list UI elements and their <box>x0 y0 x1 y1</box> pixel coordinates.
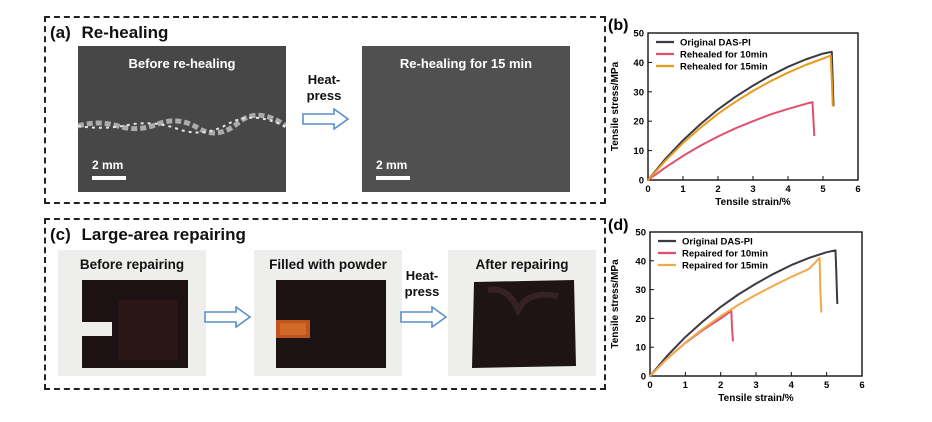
legend-label-3: Repaired for 15min <box>682 261 768 272</box>
chart-panel-d: (d) 0 1 2 3 4 5 6 0 10 20 30 40 50 Tensile strain/% Ten… <box>608 217 865 404</box>
right-arrow-icon <box>204 306 252 328</box>
legend-label-2: Rehealed for 10min <box>680 50 768 61</box>
film-with-powder-icon <box>276 280 386 368</box>
x-tick-label: 0 <box>645 184 650 195</box>
right-arrow-icon <box>400 306 448 328</box>
sem-after-label: Re-healing for 15 min <box>399 56 533 71</box>
photo1-label: Before repairing <box>79 257 185 272</box>
series-line-1 <box>649 249 839 377</box>
y-tick-label: 40 <box>633 58 644 69</box>
scale-bar-right <box>376 176 410 180</box>
x-tick-label: 3 <box>750 184 755 195</box>
sem-after-rehealing: Re-healing for 15 min 2 mm <box>362 46 570 192</box>
photo2-label: Filled with powder <box>269 257 387 272</box>
legend-label-1: Original DAS-PI <box>680 38 751 49</box>
chart-panel-letter: (b) <box>608 17 628 34</box>
y-tick-label: 10 <box>635 343 646 354</box>
x-tick-label: 5 <box>824 380 830 391</box>
series-line-3 <box>649 256 823 377</box>
scale-bar-left <box>92 176 126 180</box>
series-line-2 <box>649 309 734 377</box>
photo-before-repairing: Before repairing <box>58 250 206 376</box>
y-tick-label: 50 <box>633 29 644 40</box>
legend-label-1: Original DAS-PI <box>682 237 753 248</box>
legend-label-2: Repaired for 10min <box>682 249 768 260</box>
scale-label-left: 2 mm <box>92 158 124 172</box>
photo3-label: After repairing <box>475 257 569 272</box>
panel-c-arrow-line1: Heat- <box>405 268 439 283</box>
chart-panel-letter: (d) <box>608 217 628 234</box>
x-tick-label: 6 <box>855 184 860 195</box>
x-tick-label: 1 <box>683 380 689 391</box>
x-tick-label: 2 <box>718 380 723 391</box>
photo-filled-with-powder: Filled with powder <box>254 250 402 376</box>
panel-c-title: (c) Large-area repairing <box>50 226 246 243</box>
panel-a-arrow-text: Heat- press <box>302 72 346 104</box>
series-line-1 <box>647 50 835 181</box>
repaired-film-icon <box>472 280 576 368</box>
y-axis-label: Tensile stress/MPa <box>610 61 621 151</box>
series-line-3 <box>647 54 834 181</box>
x-tick-label: 0 <box>647 380 652 391</box>
photo-after-repairing: After repairing <box>448 250 596 376</box>
y-tick-label: 50 <box>635 228 646 239</box>
x-tick-label: 1 <box>680 184 686 195</box>
right-arrow-icon <box>302 108 350 130</box>
panel-a-arrow-line1: Heat- <box>307 72 341 87</box>
x-tick-label: 4 <box>785 184 791 195</box>
panel-c-arrow-line2: press <box>404 284 440 299</box>
y-tick-label: 0 <box>641 372 646 383</box>
sem-before-label: Before re-healing <box>128 56 236 71</box>
y-tick-label: 0 <box>639 176 644 187</box>
chart-panel-b: (b) 0 1 2 3 4 5 6 0 10 20 30 40 50 Tensile strain/% Ten… <box>608 17 861 208</box>
panel-c-title-text: Large-area repairing <box>81 225 246 244</box>
legend-label-3: Rehealed for 15min <box>680 62 768 73</box>
film-with-notch-icon <box>82 280 188 368</box>
x-tick-label: 6 <box>859 380 864 391</box>
x-tick-label: 3 <box>753 380 758 391</box>
scale-label-right: 2 mm <box>376 158 408 172</box>
x-axis-label: Tensile strain/% <box>715 197 791 208</box>
x-tick-label: 5 <box>820 184 826 195</box>
x-axis-label: Tensile strain/% <box>718 393 794 404</box>
panel-c-arrow-text: Heat- press <box>400 268 444 300</box>
crack-icon <box>78 112 286 136</box>
x-tick-label: 2 <box>715 184 720 195</box>
y-tick-label: 30 <box>635 285 646 296</box>
x-tick-label: 4 <box>789 380 795 391</box>
y-tick-label: 30 <box>633 87 644 98</box>
y-tick-label: 10 <box>633 146 644 157</box>
panel-a-letter: (a) <box>50 23 71 42</box>
panel-c-frame <box>44 218 606 390</box>
panel-a-title-text: Re-healing <box>81 23 169 42</box>
panel-a-title: (a) Re-healing <box>50 24 168 41</box>
panel-a-frame <box>44 16 606 204</box>
panel-a-arrow-line2: press <box>306 88 342 103</box>
y-axis-label: Tensile stress/MPa <box>610 259 621 349</box>
y-tick-label: 20 <box>635 314 646 325</box>
panel-c-letter: (c) <box>50 225 71 244</box>
series-line-2 <box>647 101 816 181</box>
sem-before-rehealing: Before re-healing 2 mm <box>78 46 286 192</box>
y-tick-label: 40 <box>635 256 646 267</box>
y-tick-label: 20 <box>633 117 644 128</box>
